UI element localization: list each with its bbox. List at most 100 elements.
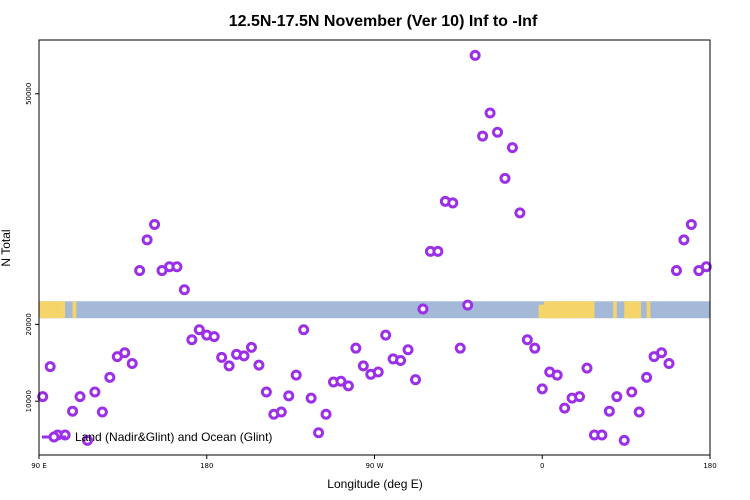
data-point [223,360,235,372]
data-point [663,358,675,370]
data-point [208,331,220,343]
data-point [141,234,153,246]
data-point [380,329,392,341]
data-point [559,402,571,414]
y-axis: 10000 20000 50000 [25,83,39,412]
data-point [618,434,630,446]
data-points [37,49,712,446]
y-tick-label: 50000 [25,83,33,105]
land-segment [39,301,58,319]
data-point [626,386,638,398]
data-point [67,405,79,417]
data-point [350,342,362,354]
data-point [283,390,295,402]
y-tick-label: 10000 [25,390,33,412]
y-tick-label: 20000 [25,313,33,335]
data-point [245,341,257,353]
data-point [193,324,205,336]
x-tick-label: 180 [200,462,213,470]
data-point [670,265,682,277]
data-point [216,351,228,363]
land-segment [613,301,617,319]
data-point [313,427,325,439]
data-point [104,371,116,383]
data-point [357,360,369,372]
data-point [290,369,302,381]
data-point [499,172,511,184]
data-point [596,429,608,441]
data-point [402,344,414,356]
land-segment [57,301,66,319]
data-point [454,342,466,354]
data-point [611,391,623,403]
data-point [685,218,697,230]
data-point [514,207,526,219]
data-point [126,358,138,370]
data-point [335,375,347,387]
data-point [633,406,645,418]
x-axis-label: Longitude (deg E) [327,477,422,491]
legend-marker [48,431,60,443]
land-segment [646,301,651,319]
data-point [700,261,712,273]
land-ocean-band [39,301,710,319]
data-point [81,434,93,446]
data-point [521,334,533,346]
data-point [492,126,504,138]
data-point [574,391,586,403]
data-point [178,284,190,296]
data-point [656,347,668,359]
land-segment [538,304,565,319]
y-axis-label: N Total [0,229,13,266]
x-tick-label: 90 E [31,462,47,470]
data-point [275,406,287,418]
data-point [89,386,101,398]
data-point [410,374,422,386]
data-point [581,362,593,374]
data-point [641,371,653,383]
legend: Land (Nadir&Glint) and Ocean (Glint) [42,430,272,444]
data-point [119,347,131,359]
data-point [298,324,310,336]
data-point [462,299,474,311]
chart-title: 12.5N-17.5N November (Ver 10) Inf to -In… [229,13,538,30]
data-point [134,265,146,277]
legend-label: Land (Nadir&Glint) and Ocean (Glint) [75,430,272,444]
x-tick-label: 90 W [365,462,383,470]
plot-frame [38,39,711,456]
data-point [305,392,317,404]
data-point [342,380,354,392]
data-point [417,303,429,315]
data-point [484,107,496,119]
land-segment [626,302,638,319]
data-point [395,354,407,366]
ocean-strip [39,301,710,319]
data-point [529,342,541,354]
data-point [320,408,332,420]
land-segment [583,301,595,319]
data-point [477,130,489,142]
land-segment [72,301,77,319]
data-point [536,383,548,395]
data-point [186,334,198,346]
data-point [253,359,265,371]
data-point [44,361,56,373]
data-point [678,234,690,246]
x-axis: 90 E 180 90 W 0 180 [31,455,717,470]
land-segment [564,301,589,315]
data-point [432,245,444,257]
data-point [447,197,459,209]
data-point [37,391,49,403]
x-tick-label: 180 [703,462,716,470]
data-point [171,261,183,273]
data-point [469,49,481,61]
data-point [260,386,272,398]
data-point [238,350,250,362]
data-point [372,366,384,378]
data-point [506,142,518,154]
data-point [96,406,108,418]
data-point [74,391,86,403]
data-point [551,369,563,381]
data-point [603,405,615,417]
